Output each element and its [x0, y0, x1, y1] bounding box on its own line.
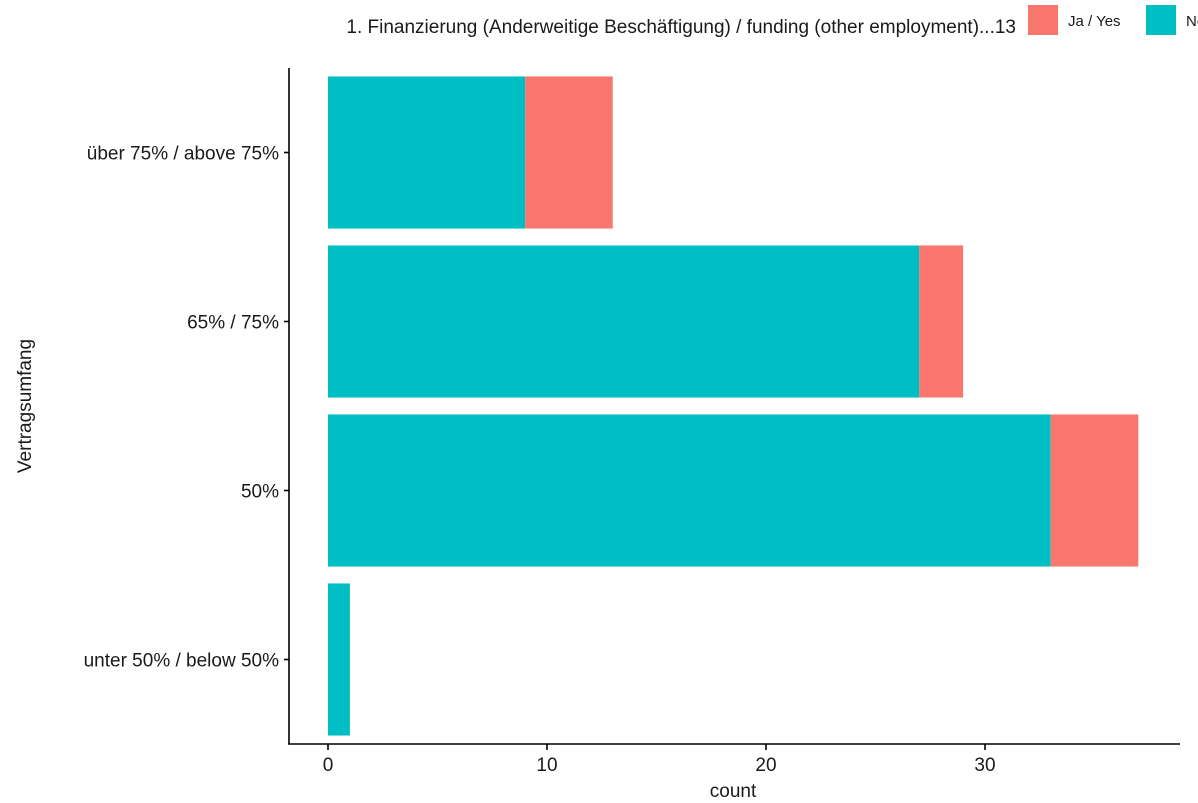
y-tick-label: unter 50% / below 50% — [84, 651, 280, 672]
bar-nein-no-ber-75-above-75 — [328, 76, 526, 229]
legend-swatch-yes — [1028, 5, 1058, 35]
legend-swatch-no — [1146, 5, 1176, 35]
y-tick-label: über 75% / above 75% — [87, 144, 279, 165]
bar-nein-no-65-75 — [328, 245, 920, 398]
bar-ja-yes-ber-75-above-75 — [525, 76, 613, 229]
x-axis-title: count — [710, 781, 757, 802]
x-tick-label: 20 — [755, 755, 776, 776]
bar-ja-yes-65-75 — [919, 245, 964, 398]
legend: 1. Finanzierung (Anderweitige Beschäftig… — [346, 5, 1198, 38]
x-tick-label: 10 — [536, 755, 557, 776]
axes-group — [288, 68, 1180, 745]
x-tick-label: 30 — [974, 755, 995, 776]
legend-label-no: Nein / No — [1186, 13, 1198, 30]
y-axis-title: Vertragsumfang — [15, 339, 36, 473]
bar-ja-yes-50 — [1050, 414, 1139, 567]
ticks-group: unter 50% / below 50% 50% 65% / 75% über 75… — [84, 144, 996, 777]
x-tick-label: 0 — [323, 755, 334, 776]
bar-nein-no-unter-50-below-50 — [328, 583, 350, 736]
legend-title: 1. Finanzierung (Anderweitige Beschäftig… — [346, 17, 1016, 38]
y-tick-label: 50% — [241, 482, 279, 503]
y-tick-label: 65% / 75% — [187, 313, 279, 334]
bar-nein-no-50 — [328, 414, 1051, 567]
legend-label-yes: Ja / Yes — [1068, 13, 1121, 30]
bars-group — [328, 76, 1139, 736]
